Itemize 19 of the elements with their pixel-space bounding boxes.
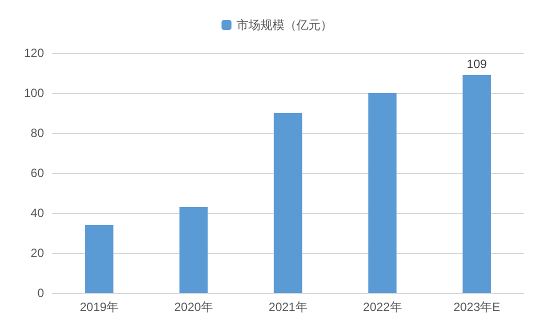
- y-tick-label: 100: [24, 86, 44, 100]
- bar: [462, 75, 491, 293]
- y-tick-label: 20: [30, 246, 44, 260]
- x-tick-label: 2023年E: [453, 300, 500, 314]
- y-tick-label: 0: [37, 286, 44, 300]
- x-tick-label: 2022年: [363, 300, 402, 314]
- legend-label: 市场规模（亿元）: [236, 18, 332, 32]
- bar: [368, 93, 397, 293]
- x-tick-label: 2019年: [80, 300, 119, 314]
- bar: [85, 225, 114, 293]
- bar: [274, 113, 302, 293]
- bar: [179, 207, 208, 293]
- x-tick-label: 2021年: [268, 300, 308, 314]
- y-tick-label: 120: [24, 46, 44, 60]
- y-tick-label: 40: [30, 206, 44, 220]
- x-tick-label: 2020年: [174, 300, 213, 314]
- y-tick-label: 60: [30, 166, 44, 180]
- y-tick-label: 80: [30, 126, 44, 140]
- data-label: 109: [466, 57, 488, 71]
